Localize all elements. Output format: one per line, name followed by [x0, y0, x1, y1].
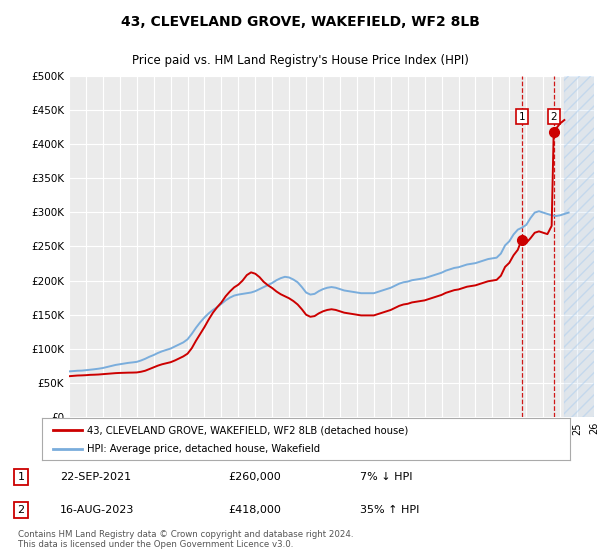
Text: 1: 1 — [17, 472, 25, 482]
Text: 35% ↑ HPI: 35% ↑ HPI — [360, 505, 419, 515]
Text: Price paid vs. HM Land Registry's House Price Index (HPI): Price paid vs. HM Land Registry's House … — [131, 54, 469, 67]
Text: 43, CLEVELAND GROVE, WAKEFIELD, WF2 8LB (detached house): 43, CLEVELAND GROVE, WAKEFIELD, WF2 8LB … — [87, 425, 408, 435]
Bar — [565, 76, 594, 417]
Text: £260,000: £260,000 — [228, 472, 281, 482]
Text: 1: 1 — [518, 111, 525, 122]
Text: 16-AUG-2023: 16-AUG-2023 — [60, 505, 134, 515]
Bar — [565, 76, 594, 417]
Text: Contains HM Land Registry data © Crown copyright and database right 2024.
This d: Contains HM Land Registry data © Crown c… — [18, 530, 353, 549]
Text: 7% ↓ HPI: 7% ↓ HPI — [360, 472, 413, 482]
Text: 22-SEP-2021: 22-SEP-2021 — [60, 472, 131, 482]
Text: 2: 2 — [17, 505, 25, 515]
Text: £418,000: £418,000 — [228, 505, 281, 515]
Text: 43, CLEVELAND GROVE, WAKEFIELD, WF2 8LB: 43, CLEVELAND GROVE, WAKEFIELD, WF2 8LB — [121, 15, 479, 29]
Text: 2: 2 — [550, 111, 557, 122]
Text: HPI: Average price, detached house, Wakefield: HPI: Average price, detached house, Wake… — [87, 444, 320, 454]
